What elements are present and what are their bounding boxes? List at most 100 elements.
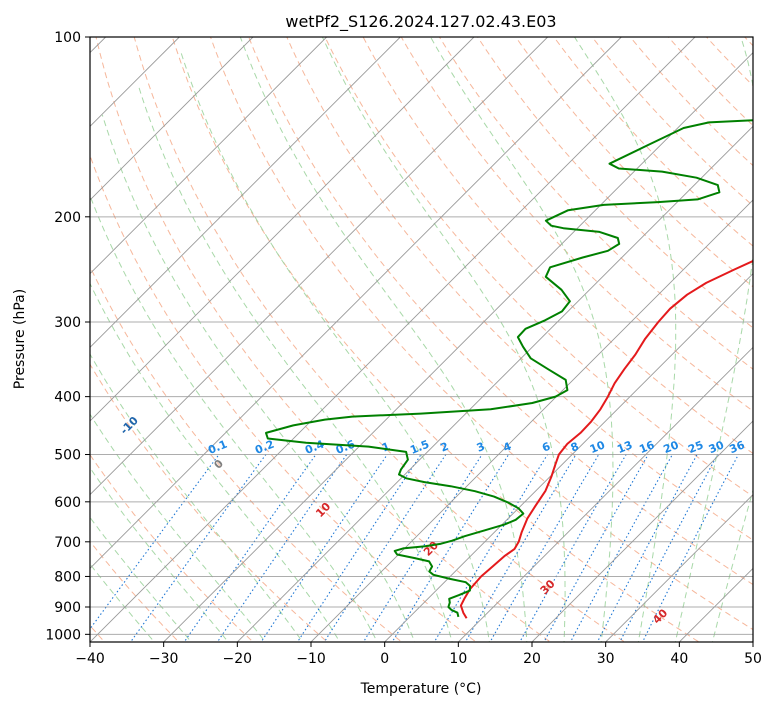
mixing-ratio-lines	[90, 454, 739, 642]
mixing-ratio-label: 1	[380, 440, 392, 455]
moist-adiabat-line	[101, 114, 416, 642]
dry-adiabat-line	[95, 37, 552, 642]
y-tick-label: 500	[54, 448, 81, 464]
isotherm-line	[90, 37, 401, 348]
dry-adiabat-line	[477, 37, 753, 329]
mixing-ratio-line	[433, 454, 548, 642]
mixing-ratio-line	[129, 454, 267, 642]
y-axis-ticks: 100 200 300 400 500 600 700 800 900 1000	[45, 30, 90, 643]
dry-adiabat-line	[171, 37, 700, 642]
mixing-ratio-line	[596, 454, 698, 642]
mixing-ratio-label: 20	[662, 438, 681, 456]
mixing-ratio-line	[464, 454, 577, 642]
x-tick-label: 50	[744, 651, 762, 667]
isotherm-line	[384, 273, 753, 642]
isotherm-line	[310, 199, 753, 642]
dry-adiabat-line	[438, 37, 753, 370]
chart-title: wetPf2_S126.2024.127.02.43.E03	[285, 12, 556, 32]
isotherm-line	[90, 37, 696, 642]
moist-adiabat-line	[711, 488, 753, 642]
dry-adiabat-line	[248, 37, 753, 586]
isotherm-line	[90, 37, 548, 496]
isotherm-line	[90, 37, 475, 422]
y-tick-label: 700	[54, 535, 81, 551]
mixing-ratio-line	[183, 454, 317, 642]
isotherm-line	[531, 420, 753, 642]
x-tick-label: 20	[523, 651, 541, 667]
dry-adiabat-line	[90, 453, 254, 642]
moist-adiabat-line	[137, 84, 453, 642]
mixing-ratio-label: 13	[615, 438, 634, 456]
y-tick-label: 400	[54, 390, 81, 406]
moist-adiabat-line	[239, 37, 528, 642]
mixing-ratio-label: 3	[475, 440, 487, 455]
mixing-ratio-line	[619, 454, 719, 642]
x-tick-label: 30	[597, 651, 615, 667]
moist-adiabat-line	[674, 37, 753, 642]
mixing-ratio-line	[569, 454, 673, 642]
isotherm-line	[90, 37, 327, 275]
dewpoint-profile-line	[265, 119, 753, 618]
y-tick-label: 100	[54, 30, 81, 46]
y-axis-label: Pressure (hPa)	[12, 289, 28, 389]
isotherm-line	[90, 37, 254, 201]
y-tick-label: 900	[54, 600, 81, 616]
mixing-ratio-line	[391, 454, 510, 642]
pressure-gridlines	[90, 37, 753, 635]
isotherm-line	[237, 125, 753, 642]
x-tick-label: −40	[75, 651, 105, 667]
dry-adiabat-line	[324, 37, 753, 498]
mixing-ratio-label: 16	[637, 438, 656, 456]
plot-frame	[89, 36, 754, 643]
mixing-ratio-label: 10	[588, 438, 607, 456]
y-tick-label: 300	[54, 315, 81, 331]
mixing-ratio-label: 30	[707, 438, 726, 456]
dry-adiabat-line	[209, 37, 753, 631]
x-tick-label: −10	[296, 651, 326, 667]
x-tick-label: 10	[449, 651, 467, 667]
mixing-ratio-line	[323, 454, 447, 642]
moist-adiabat-line	[179, 49, 490, 642]
moist-adiabat-line	[90, 282, 341, 642]
mixing-ratio-line	[362, 454, 483, 642]
temperature-profile-line	[459, 259, 753, 619]
dry-adiabat-line	[400, 37, 753, 412]
dry-adiabat-line	[362, 37, 753, 455]
dry-adiabat-line	[90, 363, 329, 642]
isotherm-line	[163, 52, 753, 642]
y-tick-label: 600	[54, 495, 81, 511]
dry-adiabats	[90, 37, 753, 642]
moist-adiabat-line	[90, 516, 192, 642]
moist-adiabat-line	[90, 413, 267, 642]
moist-adiabat-line	[90, 353, 304, 642]
mixing-ratio-label: 25	[686, 438, 705, 456]
moist-adiabat-line	[429, 37, 614, 642]
x-tick-label: 0	[380, 651, 389, 667]
moist-adiabat-line	[321, 37, 566, 642]
mixing-ratio-line	[90, 454, 220, 630]
y-tick-label: 200	[54, 210, 81, 226]
dry-adiabat-line	[90, 154, 477, 642]
mixing-ratio-line	[260, 454, 388, 642]
plot-area: -100-90-80-70-60-50-40-30-20-10010203040…	[90, 37, 753, 642]
moist-adiabat-line	[90, 563, 156, 642]
x-axis-ticks: −40 −30 −20 −10 0 10 20 30 40 50	[75, 642, 762, 667]
dry-adiabat-line	[133, 37, 626, 642]
mixing-ratio-line	[296, 454, 422, 642]
x-axis-label: Temperature (°C)	[360, 681, 482, 697]
mixing-ratio-label: 36	[728, 438, 747, 456]
mixing-ratio-line	[216, 454, 348, 642]
mixing-ratio-label: 8	[569, 440, 581, 455]
skewed-isotherms	[90, 37, 753, 642]
isotherm-line	[605, 494, 753, 642]
mixing-ratio-label: 2	[439, 440, 451, 455]
y-tick-label: 1000	[45, 627, 81, 643]
mixing-ratio-labels: 0.1 0.2 0.4 0.6 1 1.5 2 3 4 6 8 10 13 16 20 25 30 36	[206, 437, 747, 456]
x-tick-label: −30	[149, 651, 179, 667]
x-tick-label: 40	[670, 651, 688, 667]
isotherm-line	[90, 37, 622, 569]
profile-series	[265, 119, 753, 619]
dry-adiabat-line	[286, 37, 753, 541]
